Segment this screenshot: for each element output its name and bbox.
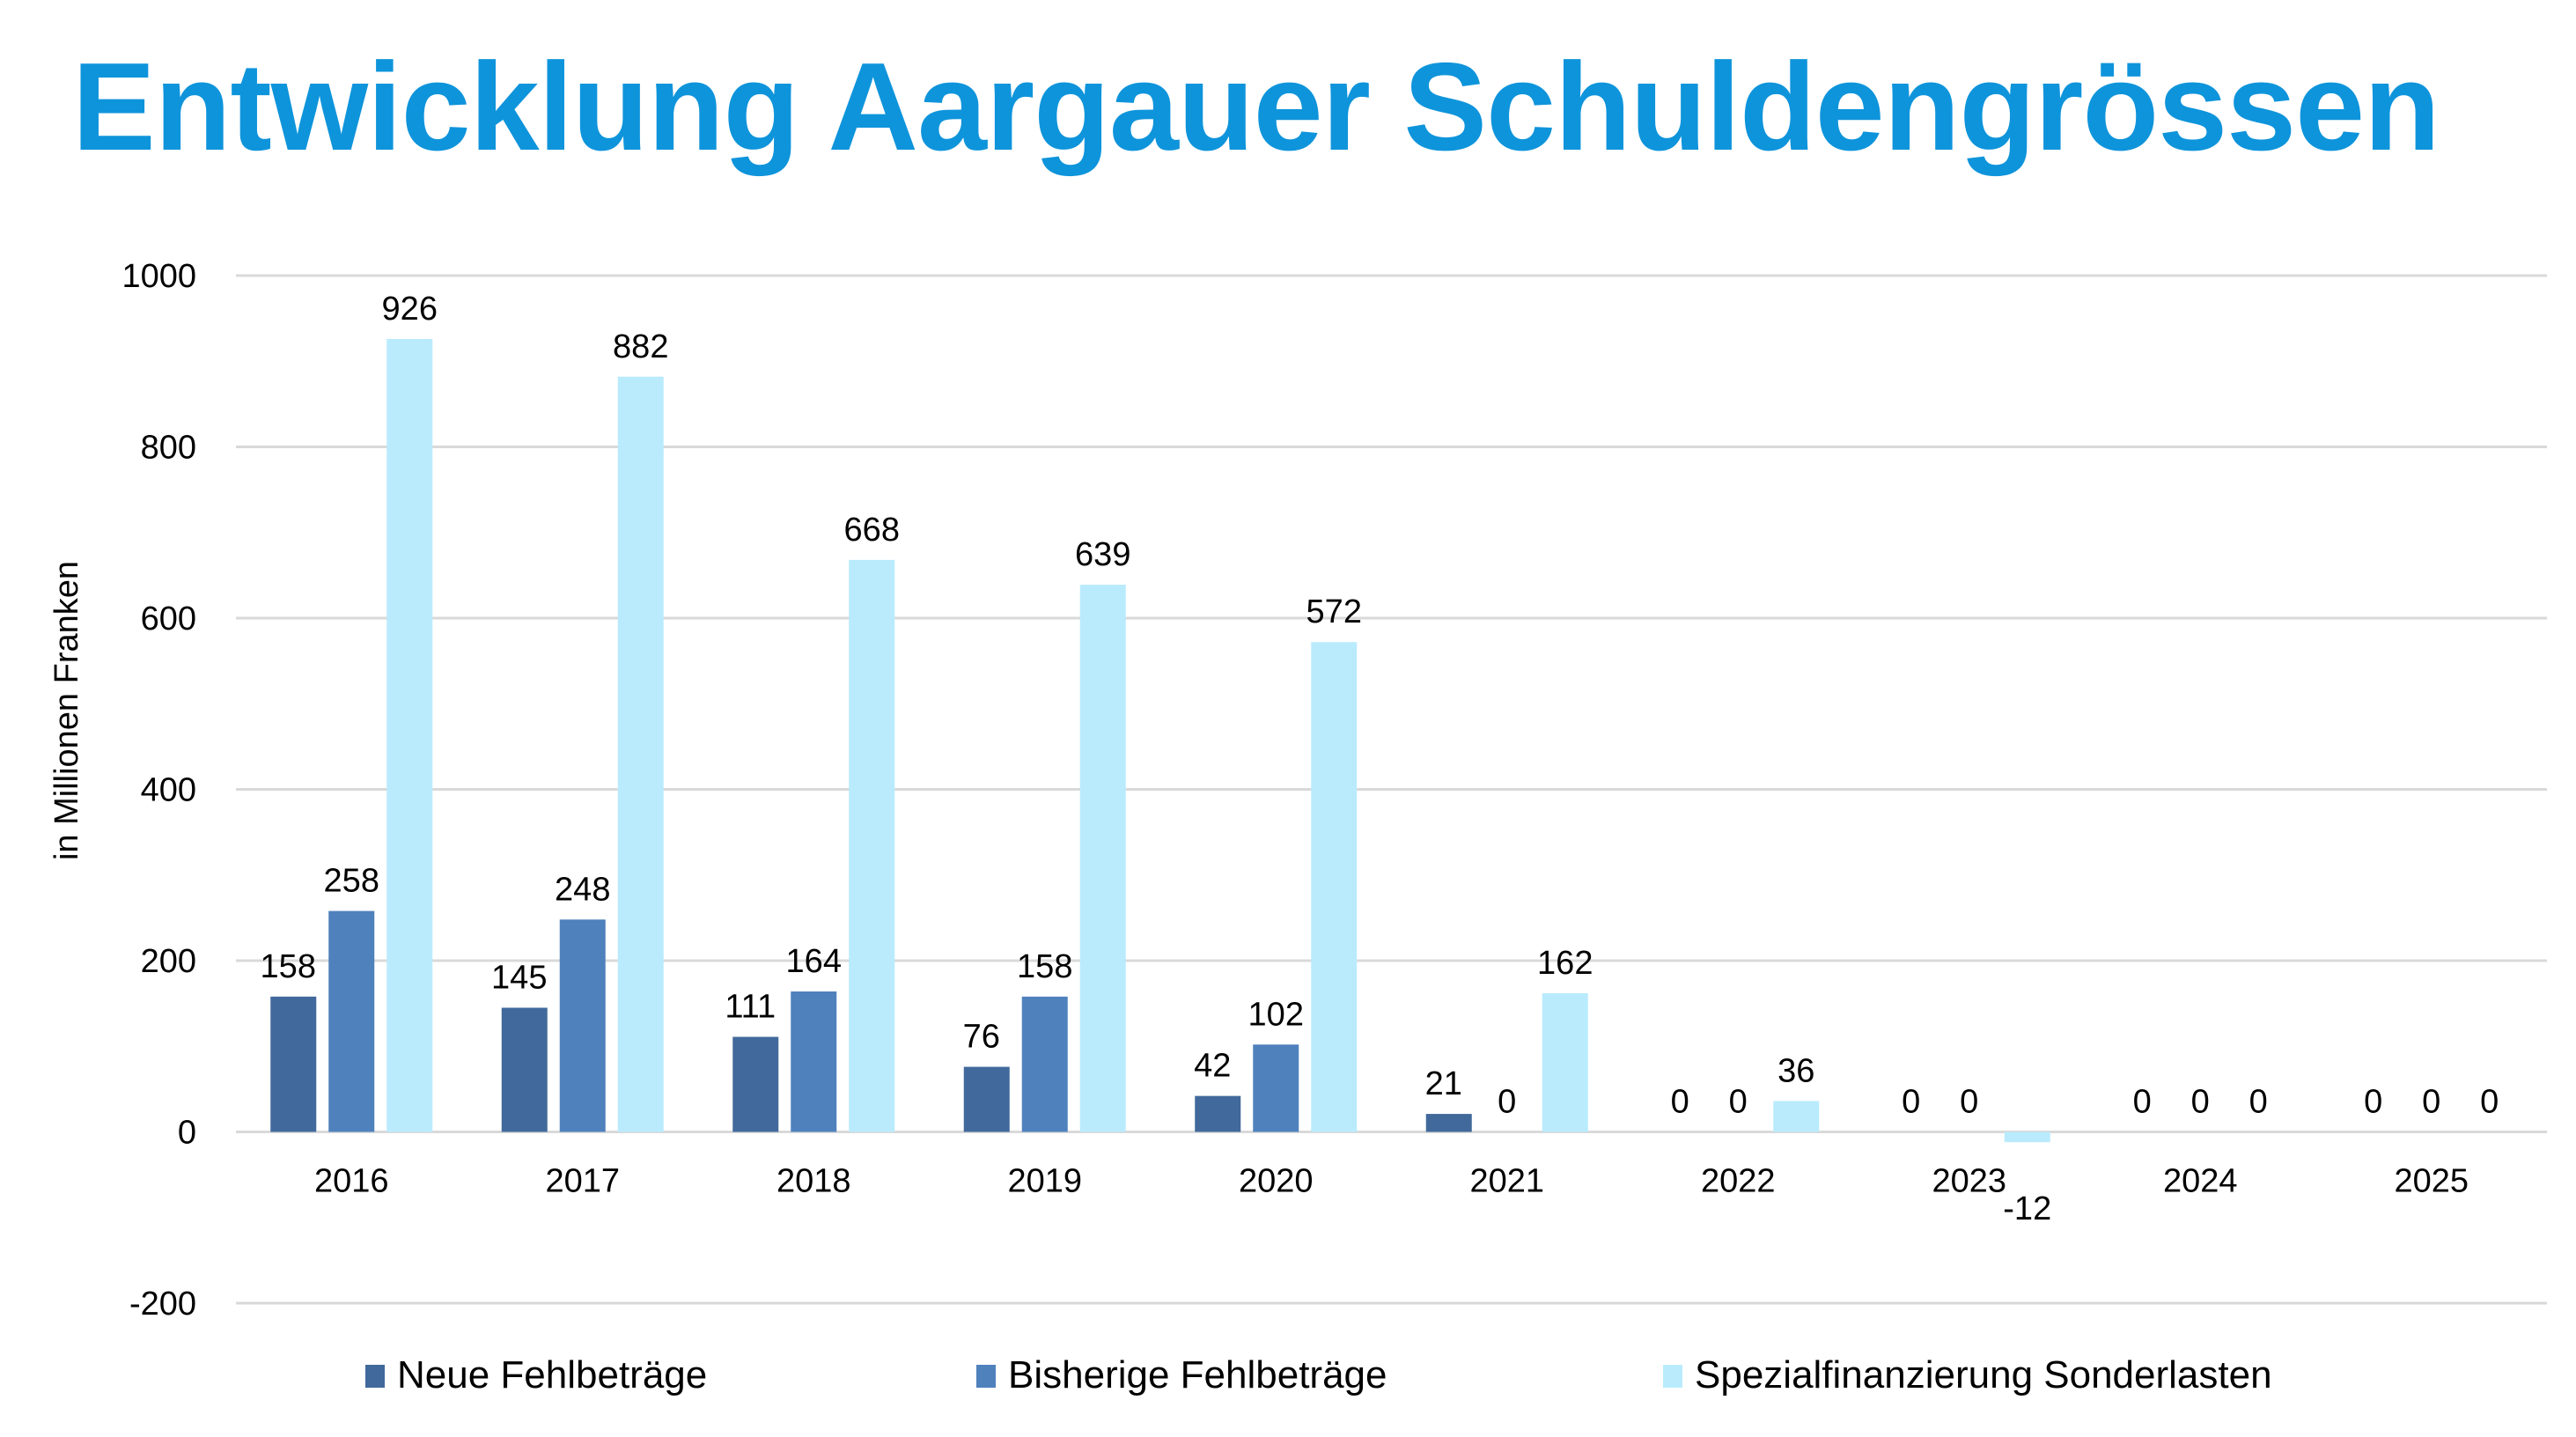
legend-swatch — [365, 1365, 385, 1388]
data-label: 0 — [1729, 1084, 1748, 1121]
data-label: 926 — [382, 291, 438, 328]
data-label: 882 — [613, 328, 668, 365]
data-label: 248 — [555, 871, 610, 908]
bar — [1542, 992, 1588, 1132]
data-label: 0 — [2480, 1084, 2499, 1121]
legend-swatch — [976, 1365, 996, 1388]
data-label: 0 — [1960, 1084, 1978, 1121]
data-label: 0 — [1498, 1084, 1516, 1121]
chart-title: Entwicklung Aargauer Schuldengrössen — [72, 37, 2440, 177]
y-tick-label: 400 — [141, 772, 196, 809]
y-tick-label: 600 — [141, 601, 196, 637]
legend-label: Bisherige Fehlbeträge — [1008, 1353, 1387, 1396]
data-label: 0 — [2422, 1084, 2440, 1121]
bar — [328, 910, 375, 1132]
bar — [1079, 585, 1126, 1132]
bar — [617, 376, 664, 1132]
legend-label: Neue Fehlbeträge — [397, 1353, 707, 1396]
data-label: 668 — [844, 512, 900, 549]
y-tick-label: 800 — [141, 430, 196, 467]
bar — [1773, 1101, 1820, 1132]
data-label: 258 — [324, 863, 379, 900]
bar — [1021, 996, 1068, 1132]
bar — [1311, 642, 1358, 1132]
x-tick-label: 2025 — [2394, 1163, 2469, 1200]
bar — [1195, 1095, 1241, 1132]
legend-label: Spezialfinanzierung Sonderlasten — [1695, 1353, 2272, 1396]
data-label: 164 — [786, 943, 842, 980]
data-label: 0 — [1902, 1084, 1920, 1121]
y-tick-label: -200 — [129, 1286, 196, 1323]
data-label: 572 — [1306, 593, 1362, 630]
x-tick-label: 2018 — [776, 1163, 851, 1200]
data-label: 76 — [963, 1019, 1000, 1056]
bar — [501, 1007, 548, 1132]
data-label: 0 — [1671, 1084, 1689, 1121]
bar — [386, 338, 433, 1132]
data-label: 102 — [1248, 996, 1304, 1033]
bar — [732, 1036, 779, 1132]
data-label: 158 — [261, 948, 316, 985]
data-label: 42 — [1194, 1048, 1231, 1085]
y-tick-label: 0 — [178, 1115, 196, 1152]
bar — [559, 919, 606, 1132]
bar — [2004, 1131, 2050, 1143]
x-tick-label: 2017 — [545, 1163, 620, 1200]
x-tick-label: 2024 — [2163, 1163, 2238, 1200]
bar — [1425, 1114, 1472, 1132]
data-label: 0 — [2249, 1084, 2268, 1121]
x-tick-label: 2020 — [1239, 1163, 1314, 1200]
data-label: 158 — [1017, 948, 1072, 985]
bar — [270, 996, 317, 1132]
y-tick-label: 200 — [141, 943, 196, 980]
y-axis-title: in Millionen Franken — [48, 561, 85, 860]
bar — [849, 559, 895, 1132]
data-label: 36 — [1777, 1052, 1814, 1089]
data-label: 111 — [725, 989, 776, 1026]
x-tick-label: 2023 — [1932, 1163, 2006, 1200]
y-tick-label: 1000 — [121, 258, 196, 295]
data-label: 162 — [1537, 945, 1593, 982]
data-label: 0 — [2133, 1084, 2152, 1121]
legend-swatch — [1663, 1365, 1682, 1388]
x-tick-label: 2022 — [1701, 1163, 1776, 1200]
data-label: 0 — [2364, 1084, 2382, 1121]
data-label: 21 — [1425, 1065, 1462, 1102]
bar — [791, 991, 837, 1132]
data-label: 145 — [491, 959, 547, 996]
x-tick-label: 2019 — [1007, 1163, 1082, 1200]
data-label: 639 — [1075, 536, 1130, 573]
data-label: 0 — [2191, 1084, 2210, 1121]
data-label: -12 — [2003, 1190, 2051, 1227]
bar — [963, 1066, 1010, 1132]
x-tick-label: 2021 — [1469, 1163, 1544, 1200]
x-tick-label: 2016 — [314, 1163, 389, 1200]
bar — [1253, 1044, 1299, 1132]
